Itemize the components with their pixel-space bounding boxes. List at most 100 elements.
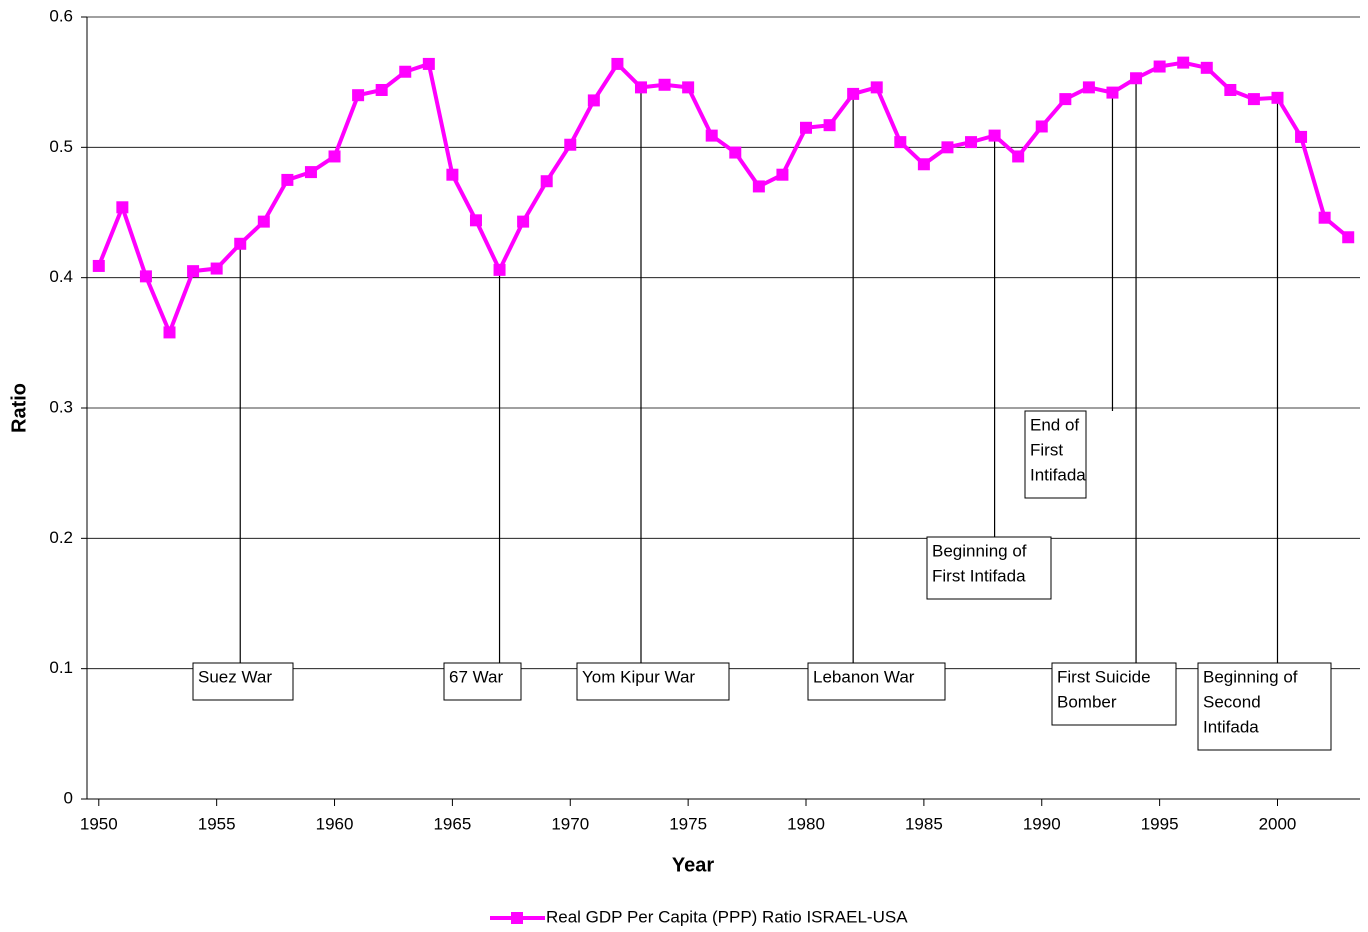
data-point (399, 65, 412, 78)
data-point (1318, 211, 1331, 224)
data-point (1153, 60, 1166, 73)
y-tick-label: 0 (64, 788, 73, 807)
data-point (328, 150, 341, 163)
y-tick-label: 0.2 (49, 528, 73, 547)
data-point (752, 180, 765, 193)
x-tick-label: 1970 (551, 814, 589, 833)
x-tick-label: 1985 (905, 814, 943, 833)
annotation-text: Yom Kipur War (582, 667, 695, 686)
data-point (116, 201, 129, 214)
data-point (965, 136, 978, 149)
data-point (658, 78, 671, 91)
x-tick-label: 2000 (1259, 814, 1297, 833)
data-point (1130, 72, 1143, 85)
data-point (469, 214, 482, 227)
data-line (96, 60, 1350, 338)
data-point (847, 87, 860, 100)
x-tick-label: 1990 (1023, 814, 1061, 833)
annotation-text: Beginning of (932, 541, 1027, 560)
data-point (800, 121, 813, 134)
annotation-box (926, 536, 1052, 600)
data-point (941, 141, 954, 154)
annotation-box (1197, 662, 1332, 751)
data-point (422, 57, 435, 70)
data-point (564, 138, 577, 151)
data-point (163, 326, 176, 339)
data-point (1106, 86, 1119, 99)
data-point (776, 168, 789, 181)
data-point (517, 215, 530, 228)
data-point (894, 136, 907, 149)
data-point (1177, 56, 1190, 69)
data-point (1342, 231, 1355, 244)
data-point (1082, 81, 1095, 94)
annotation-box (1051, 662, 1177, 726)
data-point (257, 215, 270, 228)
data-point (375, 83, 388, 96)
annotation-text: Bomber (1057, 692, 1117, 711)
annotation-box (443, 662, 522, 701)
data-point (210, 262, 223, 275)
annotation-text: Second (1203, 692, 1261, 711)
annotation-box (192, 662, 294, 701)
data-point (234, 237, 247, 250)
data-point (1247, 93, 1260, 106)
data-point (304, 166, 317, 179)
legend-marker (511, 912, 523, 924)
x-tick-label: 1975 (669, 814, 707, 833)
data-point (493, 263, 506, 276)
data-point (281, 173, 294, 186)
annotation-text: Lebanon War (813, 667, 915, 686)
y-tick-label: 0.4 (49, 267, 73, 286)
data-point (705, 129, 718, 142)
x-tick-label: 1955 (198, 814, 236, 833)
x-axis-title: Year (672, 854, 714, 876)
y-tick-label: 0.3 (49, 397, 73, 416)
data-point (139, 270, 152, 283)
data-point (1059, 93, 1072, 106)
data-point (587, 94, 600, 107)
y-tick-label: 0.6 (49, 6, 73, 25)
data-point (1224, 83, 1237, 96)
data-point (634, 81, 647, 94)
data-point (92, 259, 105, 272)
y-tick-label: 0.1 (49, 658, 73, 677)
annotation-text: Intifada (1203, 717, 1259, 736)
data-point (1271, 91, 1284, 104)
legend-label: Real GDP Per Capita (PPP) Ratio ISRAEL-U… (546, 907, 908, 926)
data-point (682, 81, 695, 94)
y-axis-title: Ratio (8, 383, 30, 433)
annotation-text: Beginning of (1203, 667, 1298, 686)
data-point (823, 119, 836, 132)
x-tick-label: 1960 (316, 814, 354, 833)
x-tick-label: 1980 (787, 814, 825, 833)
data-point (540, 175, 553, 188)
annotation-text: 67 War (449, 667, 504, 686)
data-point (917, 158, 930, 171)
annotation-box (1024, 410, 1087, 499)
data-point (1295, 130, 1308, 143)
data-point (870, 81, 883, 94)
annotation-text: Intifada (1030, 465, 1086, 484)
annotation-text: End of (1030, 415, 1079, 434)
annotation-box (576, 662, 730, 701)
data-point (611, 57, 624, 70)
y-tick-label: 0.5 (49, 137, 73, 156)
data-point (352, 89, 365, 102)
data-point (729, 146, 742, 159)
x-tick-label: 1950 (80, 814, 118, 833)
annotation-text: Suez War (198, 667, 272, 686)
data-point (988, 129, 1001, 142)
x-tick-label: 1965 (433, 814, 471, 833)
data-point (1035, 120, 1048, 133)
data-point (1012, 150, 1025, 163)
data-point (446, 168, 459, 181)
x-tick-label: 1995 (1141, 814, 1179, 833)
data-point (187, 265, 200, 278)
annotation-text: First Intifada (932, 566, 1026, 585)
annotation-box (807, 662, 946, 701)
annotation-text: First (1030, 440, 1063, 459)
annotation-text: First Suicide (1057, 667, 1151, 686)
data-point (1200, 61, 1213, 74)
